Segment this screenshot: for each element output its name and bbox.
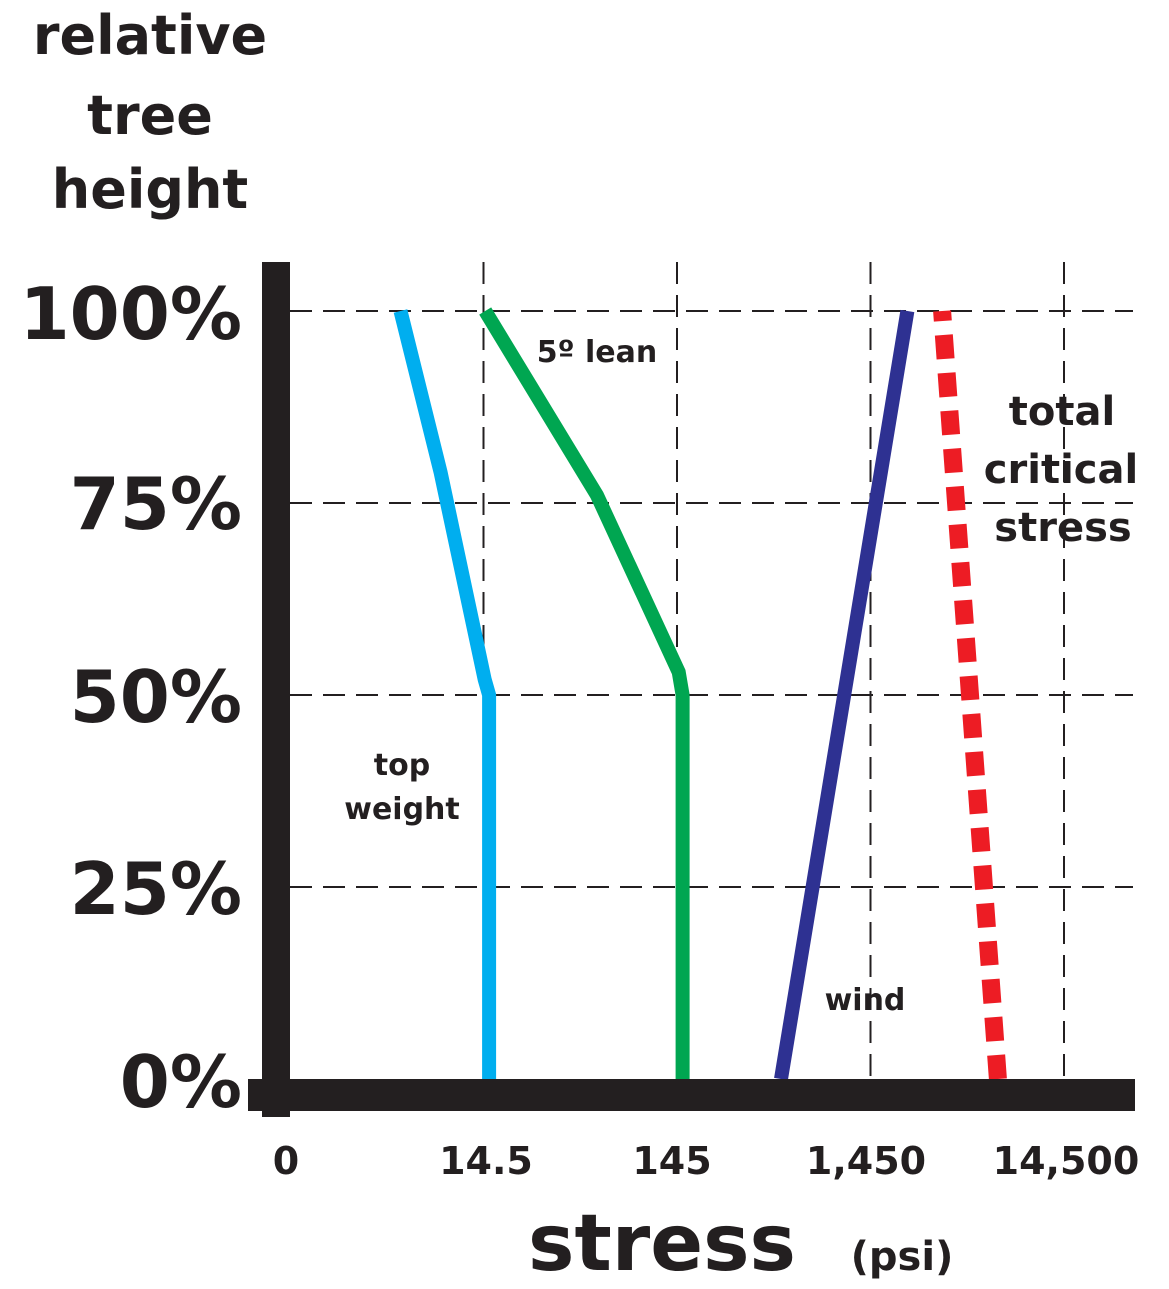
y-axis-title-line: relative (33, 4, 267, 67)
series-layer (393, 307, 1007, 1081)
x-tick-label: 0 (273, 1139, 299, 1183)
x-tick-label: 1,450 (806, 1139, 926, 1183)
x-axis-unit: (psi) (851, 1234, 954, 1280)
y-tick-label: 25% (70, 847, 242, 931)
series-line-2 (774, 309, 915, 1081)
y-tick-label: 50% (70, 655, 242, 739)
series-line-0 (393, 309, 497, 1079)
y-tick-label: 75% (70, 462, 242, 546)
y-axis-line (262, 262, 290, 1117)
series-label-wind: wind (825, 983, 906, 1018)
series-label-top-weight: weight (344, 792, 460, 827)
y-axis-title-line: height (52, 158, 249, 221)
series-label-lean: 5º lean (537, 335, 657, 370)
y-axis-title-line: tree (87, 84, 213, 147)
x-tick-label: 14.5 (439, 1139, 533, 1183)
series-label-total: total (1009, 389, 1115, 435)
x-axis-title: stress (528, 1199, 796, 1285)
series-label-top-weight: top (374, 748, 430, 783)
y-tick-label: 100% (20, 272, 242, 356)
series-line-1 (479, 307, 690, 1079)
x-tick-label: 14,500 (993, 1139, 1140, 1183)
series-label-total: critical (984, 447, 1138, 493)
series-line-3 (933, 310, 1007, 1080)
x-tick-label: 145 (632, 1139, 711, 1183)
series-label-total: stress (994, 505, 1131, 551)
y-tick-label: 0% (120, 1040, 242, 1124)
x-axis-line (248, 1079, 1135, 1111)
